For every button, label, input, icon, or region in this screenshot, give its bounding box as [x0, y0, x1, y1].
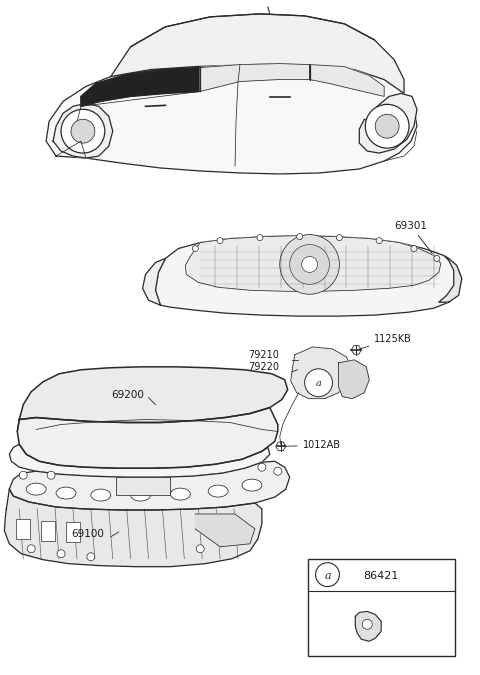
Circle shape — [297, 234, 302, 240]
Polygon shape — [195, 514, 255, 547]
Circle shape — [27, 545, 35, 553]
FancyBboxPatch shape — [16, 519, 30, 539]
Polygon shape — [111, 14, 404, 93]
FancyBboxPatch shape — [41, 521, 55, 541]
Ellipse shape — [131, 489, 151, 501]
Text: 79210: 79210 — [248, 350, 279, 360]
Circle shape — [411, 246, 417, 252]
Polygon shape — [9, 461, 290, 510]
FancyBboxPatch shape — [116, 477, 170, 495]
Polygon shape — [200, 63, 310, 91]
FancyBboxPatch shape — [66, 522, 80, 542]
FancyBboxPatch shape — [308, 559, 455, 656]
Circle shape — [47, 471, 55, 479]
Polygon shape — [4, 489, 262, 567]
Circle shape — [280, 235, 339, 294]
Polygon shape — [46, 63, 417, 174]
Polygon shape — [360, 93, 417, 153]
Polygon shape — [17, 408, 278, 468]
Polygon shape — [355, 612, 381, 641]
Polygon shape — [338, 360, 369, 399]
Circle shape — [305, 369, 333, 397]
Circle shape — [301, 256, 318, 273]
Text: 1125KB: 1125KB — [359, 334, 412, 349]
Circle shape — [376, 238, 382, 244]
Circle shape — [61, 109, 105, 153]
Ellipse shape — [208, 485, 228, 497]
Circle shape — [315, 563, 339, 587]
Ellipse shape — [242, 479, 262, 491]
Polygon shape — [81, 68, 200, 107]
Circle shape — [362, 620, 372, 629]
Polygon shape — [185, 236, 441, 292]
Circle shape — [57, 549, 65, 558]
Circle shape — [274, 467, 282, 475]
Text: 69100: 69100 — [71, 529, 104, 539]
Circle shape — [192, 246, 198, 252]
Circle shape — [19, 471, 27, 479]
Text: a: a — [324, 570, 331, 580]
Polygon shape — [439, 255, 462, 302]
Ellipse shape — [91, 489, 111, 501]
Text: 79220: 79220 — [248, 362, 279, 372]
Ellipse shape — [26, 483, 46, 495]
Polygon shape — [53, 103, 113, 158]
Circle shape — [196, 545, 204, 553]
Circle shape — [258, 463, 266, 471]
Polygon shape — [310, 65, 384, 97]
Text: 86421: 86421 — [363, 570, 399, 580]
Circle shape — [87, 553, 95, 561]
Polygon shape — [291, 347, 352, 399]
Circle shape — [71, 119, 95, 143]
Circle shape — [365, 105, 409, 148]
Circle shape — [290, 244, 329, 284]
Ellipse shape — [170, 488, 190, 500]
Circle shape — [257, 235, 263, 240]
Text: 69200: 69200 — [111, 389, 144, 400]
Ellipse shape — [56, 487, 76, 499]
Text: 69301: 69301 — [394, 221, 432, 253]
Polygon shape — [156, 236, 462, 316]
Circle shape — [336, 235, 342, 240]
Circle shape — [434, 255, 440, 261]
Polygon shape — [9, 444, 270, 477]
Circle shape — [375, 114, 399, 138]
Text: 1012AB: 1012AB — [284, 440, 341, 450]
Circle shape — [217, 238, 223, 244]
Text: a: a — [316, 379, 322, 388]
Polygon shape — [143, 259, 166, 305]
Polygon shape — [19, 367, 288, 423]
